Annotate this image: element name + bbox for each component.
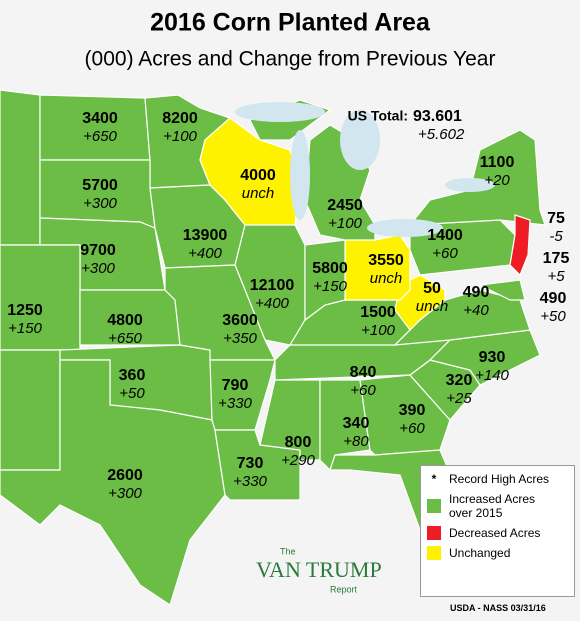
state-acres: 360 [119,367,146,384]
state-acres: 2600 [107,467,143,484]
state-change: +140 [475,367,509,384]
state-acres: 4800 [107,312,143,329]
state-change: +80 [343,433,369,450]
state-change: +100 [163,128,197,145]
state-change: +60 [399,420,425,437]
state-change: +650 [108,330,142,347]
state-acres: 8200 [162,110,198,127]
state-acres: 840 [350,364,377,381]
state-change: unch [416,298,449,315]
state-acres: 13900 [183,227,228,244]
state-change: +50 [119,385,145,402]
state-change: +330 [233,473,267,490]
legend-label: Decreased Acres [449,526,541,540]
state-change: +400 [188,245,222,262]
state-acres: 3400 [82,110,118,127]
state-change: +60 [350,382,376,399]
total-change: +5.602 [418,126,465,143]
logo-sub: Report [330,584,358,594]
state-change: +60 [432,245,458,262]
state-acres: 2450 [327,197,363,214]
legend-item: Decreased Acres [427,526,568,540]
state-acres: 12100 [250,277,295,294]
state-change: unch [370,270,403,287]
logo: The VAN TRUMP Report [256,546,382,594]
legend-item: Unchanged [427,546,568,560]
total-value: 93.601 [413,108,462,125]
legend-label: Increased Acres over 2015 [449,492,536,520]
title: 2016 Corn Planted Area [150,9,431,37]
state-acres: 390 [399,402,426,419]
state-acres: 4000 [240,167,276,184]
legend-swatch [427,499,441,513]
state-change: +350 [223,330,257,347]
state-acres: 1100 [480,154,515,171]
legend-label: Record High Acres [449,472,550,486]
legend-swatch [427,526,441,540]
state-change: +300 [108,485,142,502]
legend-item: * Record High Acres [427,472,568,486]
legend-label: Unchanged [449,546,511,560]
state-change: +150 [8,320,42,337]
state-change: +100 [328,215,362,232]
state-acres: 50 [423,280,441,297]
state-change: +25 [446,390,472,407]
state-acres: 3550 [368,252,404,269]
state-change: +400 [255,295,289,312]
state-acres: 1250 [7,302,43,319]
total-label: US Total: [348,108,408,124]
state-change: +290 [281,452,315,469]
state-acres: 75 [547,210,565,227]
lakes [235,102,495,237]
state-acres: 730 [237,455,264,472]
logo-name: VAN TRUMP [256,557,382,582]
state-acres: 800 [285,434,312,451]
state-acres: 790 [222,377,249,394]
state-acres: 1500 [360,304,396,321]
legend: * Record High Acres Increased Acres over 2… [420,465,575,597]
state-acres: 490 [463,284,490,301]
state-acres: 320 [446,372,473,389]
legend-swatch [427,546,441,560]
state-change: +20 [484,172,510,189]
state-change: +300 [83,195,117,212]
state-change: +100 [361,322,395,339]
state-acres: 340 [343,415,370,432]
source: USDA - NASS 03/31/16 [450,603,546,613]
state-acres: 175 [543,250,570,267]
state-acres: 930 [479,349,506,366]
state-change: +5 [547,268,565,285]
state-change: +40 [463,302,489,319]
state-change: +330 [218,395,252,412]
state-acres: 490 [540,290,567,307]
state-change: -5 [549,228,563,245]
state-change: +650 [83,128,117,145]
states [0,89,546,606]
state-acres: 3600 [222,312,258,329]
state-change: unch [242,185,275,202]
state-change: +300 [81,260,115,277]
state-acres: 5800 [312,260,348,277]
logo-small: The [280,546,296,556]
state-change: +50 [540,308,566,325]
state-acres: 5700 [82,177,118,194]
state-change: +150 [313,278,347,295]
state-acres: 1400 [427,227,463,244]
legend-item: Increased Acres over 2015 [427,492,568,520]
subtitle: (000) Acres and Change from Previous Yea… [85,48,496,71]
legend-swatch: * [431,472,437,486]
state-acres: 9700 [80,242,116,259]
